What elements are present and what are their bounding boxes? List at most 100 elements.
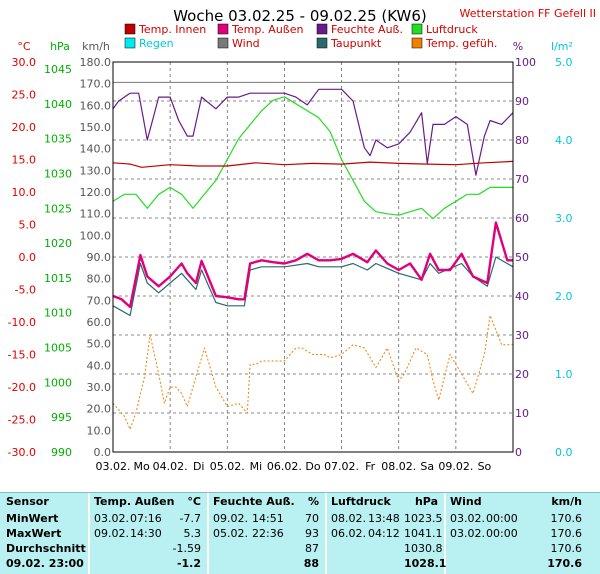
- stats-cell-h-date: 05.02.: [213, 527, 248, 540]
- wind-tick-label: 150.0: [80, 121, 112, 134]
- humidity-tick-label: 30: [515, 329, 529, 342]
- legend-swatch: [411, 23, 423, 35]
- legend-swatch: [217, 23, 229, 35]
- humidity-tick-label: 50: [515, 251, 529, 264]
- pressure-tick-label: 995: [51, 411, 72, 424]
- wind-tick-label: 100.0: [80, 229, 112, 242]
- x-tick-label: Sa: [420, 460, 434, 473]
- x-tick-label: Fr: [365, 460, 376, 473]
- wind-tick-label: 130.0: [80, 164, 112, 177]
- stats-cell-p-time: 13:48: [368, 512, 400, 525]
- pressure-tick-label: 1025: [44, 202, 72, 215]
- stats-header-humidity: Feuchte Auß.: [213, 495, 295, 508]
- stats-cell-p-val: 1041.1: [404, 527, 443, 540]
- x-axis-labels: 03.02. Mo 04.02. Di 05.02. Mi 06.02. Do 07.02. Fr…: [96, 460, 492, 473]
- stats-header-wind: Wind: [450, 495, 482, 508]
- stats-cell-w-date: 03.02.: [450, 512, 485, 525]
- pressure-tick-label: 1040: [44, 98, 72, 111]
- temp-tick-label: -10.0: [8, 316, 36, 329]
- humidity-tick-label: 0: [515, 446, 522, 459]
- temp-axis-unit: °C: [17, 40, 31, 53]
- x-tick-label: Mi: [250, 460, 263, 473]
- legend-label: Regen: [139, 37, 174, 50]
- stats-cell-h-time: 14:51: [252, 512, 284, 525]
- wind-tick-label: 140.0: [80, 143, 112, 156]
- stats-cell-p-time: 04:12: [368, 527, 400, 540]
- stats-cell-label: MaxWert: [6, 527, 62, 540]
- temp-tick-label: 10.0: [12, 186, 37, 199]
- stats-header-wind-unit: km/h: [551, 495, 582, 508]
- x-tick-label: Di: [193, 460, 205, 473]
- legend-swatch: [217, 37, 229, 49]
- temp-tick-label: -30.0: [8, 446, 36, 459]
- stats-cell-h-val: 70: [305, 512, 319, 525]
- wind-tick-label: 90.0: [87, 251, 112, 264]
- legend-label: Temp. Innen: [138, 23, 206, 36]
- column-separator: [325, 493, 327, 574]
- legend-label: Temp. gefüh.: [425, 37, 497, 50]
- rain-tick-label: 5.0: [555, 56, 573, 69]
- temp-tick-label: 5.0: [19, 219, 37, 232]
- humidity-tick-label: 40: [515, 290, 529, 303]
- stats-cell-t-val: -1.59: [172, 542, 201, 555]
- stats-cell-p-val: 1030.8: [404, 542, 443, 555]
- stats-cell-w-val: 170.6: [547, 557, 582, 568]
- stats-cell-p-val: 1023.5: [404, 512, 443, 525]
- rain-axis-unit: l/m²: [551, 40, 573, 53]
- x-tick-label: 07.02.: [324, 460, 359, 473]
- stats-cell-w-val: 170.6: [550, 527, 583, 540]
- stats-row: 09.02. 23:00 -1.2 88 1028.1 170.6: [0, 556, 600, 568]
- stats-cell-label: MinWert: [6, 512, 59, 525]
- stats-cell-t-time: 14:30: [130, 527, 162, 540]
- stats-header-temp-unit: °C: [187, 495, 201, 508]
- series-luftdruck: [112, 96, 513, 220]
- pressure-tick-label: 1030: [44, 167, 72, 180]
- series-temp-au-en: [112, 221, 513, 309]
- wind-tick-label: 110.0: [80, 208, 112, 221]
- wind-tick-label: 170.0: [80, 78, 112, 91]
- temp-tick-label: 25.0: [12, 89, 37, 102]
- x-tick-label: 03.02.: [96, 460, 131, 473]
- pressure-tick-label: 1010: [44, 307, 72, 320]
- chart-series: [112, 81, 514, 430]
- rain-tick-label: 3.0: [555, 212, 573, 225]
- humidity-tick-label: 90: [515, 95, 529, 108]
- stats-cell-w-time: 00:00: [486, 527, 518, 540]
- stats-cell-label: Durchschnitt: [6, 542, 86, 555]
- series-taupunkt: [112, 256, 514, 317]
- legend-swatch: [124, 23, 136, 35]
- wind-tick-label: 60.0: [87, 316, 112, 329]
- stats-cell-h-val: 93: [305, 527, 319, 540]
- plot-frame: [112, 61, 514, 453]
- stats-row: MinWert 03.02. 07:16 -7.7 09.02. 14:51 70 08.02…: [0, 511, 600, 526]
- humidity-axis-unit: %: [513, 40, 523, 53]
- stats-header-temp: Temp. Außen: [94, 495, 175, 508]
- x-tick-label: Mo: [133, 460, 149, 473]
- wind-tick-label: 10.0: [87, 424, 112, 437]
- stats-row: MaxWert 09.02. 14:30 5.3 05.02. 22:36 93 06.02.…: [0, 526, 600, 541]
- wind-tick-label: 50.0: [87, 338, 112, 351]
- stats-cell-w-date: 03.02.: [450, 527, 485, 540]
- humidity-tick-label: 10: [515, 407, 529, 420]
- humidity-tick-label: 70: [515, 173, 529, 186]
- rain-tick-label: 4.0: [555, 134, 573, 147]
- pressure-tick-label: 1015: [44, 272, 72, 285]
- stats-header-pressure-unit: hPa: [414, 495, 438, 508]
- chart-grid: [113, 62, 513, 452]
- chart-title: Woche 03.02.25 - 09.02.25 (KW6): [173, 7, 427, 25]
- legend: Temp. Innen Temp. Außen Feuchte Auß. Luftdr…: [124, 23, 497, 50]
- stats-cell-p-date: 06.02.: [331, 527, 366, 540]
- pressure-tick-label: 1045: [44, 63, 72, 76]
- stats-cell-t-date: 09.02.: [94, 527, 129, 540]
- humidity-tick-label: 60: [515, 212, 529, 225]
- x-tick-label: Do: [305, 460, 320, 473]
- humidity-tick-label: 100: [515, 56, 536, 69]
- wind-tick-label: 120.0: [80, 186, 112, 199]
- stats-cell-t-time: 07:16: [130, 512, 162, 525]
- x-tick-label: 06.02.: [267, 460, 302, 473]
- wind-tick-label: 40.0: [87, 359, 112, 372]
- stats-cell-p-val: 1028.1: [404, 557, 447, 568]
- legend-label: Wind: [232, 37, 260, 50]
- stats-header-sensor: Sensor: [6, 495, 49, 508]
- stats-cell-t-val: -1.2: [176, 557, 201, 568]
